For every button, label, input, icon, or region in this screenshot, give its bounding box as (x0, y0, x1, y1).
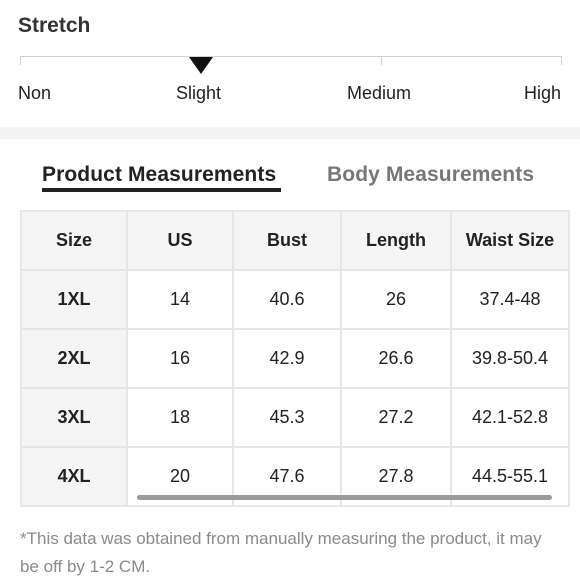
table-row: 1XL 14 40.6 26 37.4-48 (20, 269, 570, 330)
table-horizontal-scrollbar[interactable] (137, 495, 552, 500)
header-waist-size: Waist Size (450, 210, 570, 271)
cell-size: 1XL (20, 269, 128, 330)
stretch-label-medium: Medium (347, 83, 412, 103)
stretch-tick-medium (381, 56, 382, 65)
cell-waist-size: 37.4-48 (450, 269, 570, 330)
stretch-tick-high (561, 56, 562, 65)
measurement-disclaimer: *This data was obtained from manually me… (20, 529, 542, 576)
tab-active-indicator (42, 188, 281, 192)
cell-size: 3XL (20, 387, 128, 448)
section-divider (0, 127, 580, 139)
cell-length: 26 (340, 269, 452, 330)
header-length: Length (340, 210, 452, 271)
cell-bust: 42.9 (232, 328, 342, 389)
header-size: Size (20, 210, 128, 271)
table-row: 2XL 16 42.9 26.6 39.8-50.4 (20, 328, 570, 389)
stretch-label-high: High (524, 83, 562, 103)
cell-us: 18 (126, 387, 234, 448)
cell-waist-size: 39.8-50.4 (450, 328, 570, 389)
table-row: 3XL 18 45.3 27.2 42.1-52.8 (20, 387, 570, 448)
stretch-scale-line (20, 56, 562, 57)
header-bust: Bust (232, 210, 342, 271)
tab-product-measurements[interactable]: Product Measurements (42, 163, 277, 186)
cell-us: 16 (126, 328, 234, 389)
stretch-tick-non (20, 56, 21, 65)
stretch-label-slight: Slight (176, 83, 222, 103)
stretch-label-non: Non (18, 83, 52, 103)
stretch-marker-icon (189, 57, 213, 74)
cell-waist-size: 42.1-52.8 (450, 387, 570, 448)
cell-length: 27.2 (340, 387, 452, 448)
cell-bust: 45.3 (232, 387, 342, 448)
table-header-row: Size US Bust Length Waist Size (20, 210, 570, 271)
cell-size: 2XL (20, 328, 128, 389)
cell-size: 4XL (20, 446, 128, 507)
measurements-table: Size US Bust Length Waist Size 1XL 14 40… (20, 210, 570, 507)
cell-us: 14 (126, 269, 234, 330)
stretch-scale (20, 56, 562, 68)
tab-body-measurements[interactable]: Body Measurements (327, 163, 535, 186)
header-us: US (126, 210, 234, 271)
stretch-title: Stretch (18, 14, 91, 37)
cell-length: 26.6 (340, 328, 452, 389)
cell-bust: 40.6 (232, 269, 342, 330)
